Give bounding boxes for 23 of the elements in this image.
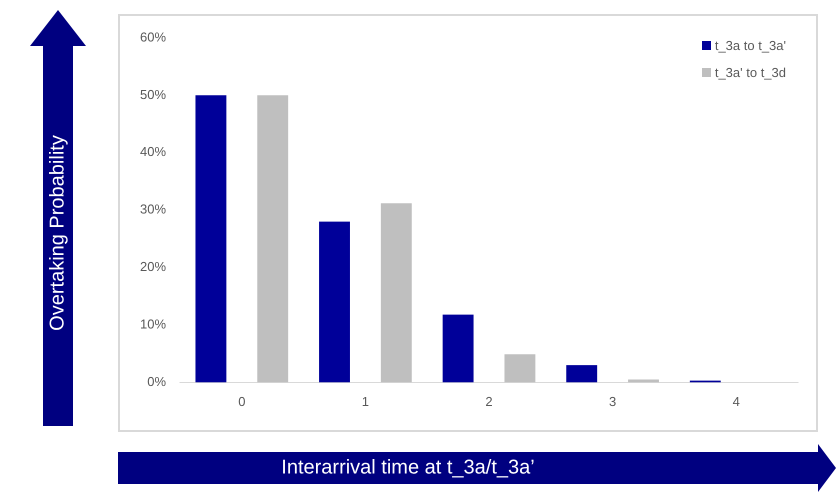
legend-label: t_3a' to t_3d	[714, 65, 786, 80]
y-tick-label: 50%	[140, 86, 166, 102]
y-axis-title: Overtaking Probability	[46, 135, 70, 331]
x-tick-label: 3	[608, 394, 616, 409]
legend-label: t_3a to t_3a'	[714, 38, 786, 53]
x-tick-label: 2	[485, 394, 493, 409]
bar	[504, 354, 536, 382]
y-tick-label: 40%	[140, 144, 166, 160]
y-tick-label: 60%	[140, 29, 166, 44]
bar	[257, 95, 288, 382]
x-tick-label: 4	[732, 394, 740, 409]
bar	[380, 203, 412, 382]
y-tick-label: 20%	[140, 259, 166, 274]
x-tick-label: 1	[362, 394, 370, 409]
x-tick-label: 0	[238, 394, 246, 409]
y-tick-label: 0%	[147, 374, 166, 389]
bar	[319, 222, 350, 382]
bar	[566, 365, 598, 382]
bar	[442, 314, 474, 382]
bar	[195, 95, 226, 382]
x-axis-title: Interarrival time at t_3a/t_3a’	[281, 456, 535, 480]
y-tick-label: 10%	[140, 316, 166, 332]
y-tick-label: 30%	[140, 202, 166, 217]
